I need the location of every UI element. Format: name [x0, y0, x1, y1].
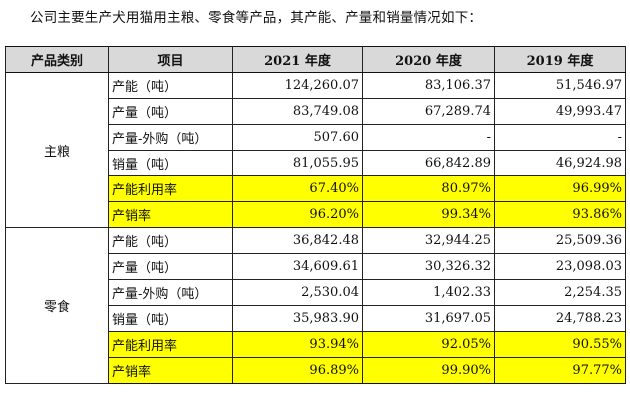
item-cell: 产销率: [108, 201, 233, 229]
header-2019: 2019 年度: [494, 46, 626, 73]
value-2019: 93.86%: [494, 201, 626, 229]
value-2021: 35,983.90: [232, 304, 363, 332]
table-row-highlighted: 产能利用率 93.94% 92.05% 90.55%: [6, 330, 626, 358]
value-2021: 2,530.04: [232, 279, 363, 306]
table-row: 主粮 产能（吨） 124,260.07 83,106.37 51,546.97: [5, 71, 626, 229]
value-2020: 1,402.33: [362, 279, 495, 306]
value-2019: 24,788.23: [494, 304, 626, 332]
table-row-highlighted: 产能利用率 67.40% 80.97% 96.99%: [6, 175, 626, 203]
value-2021: 124,260.07: [232, 71, 363, 99]
item-cell: 产能利用率: [108, 175, 233, 203]
table-row: 产量-外购（吨） 507.60 - -: [6, 123, 626, 151]
value-2019: 2,254.35: [494, 279, 626, 306]
table-body: 主粮 产能（吨） 124,260.07 83,106.37 51,546.97 …: [5, 71, 626, 384]
value-2021: 83,749.08: [232, 97, 363, 125]
value-2021: 67.40%: [232, 175, 363, 203]
value-2021: 96.89%: [232, 356, 363, 384]
value-2020: -: [362, 123, 495, 151]
table-row: 产量（吨） 83,749.08 67,289.74 49,993.47: [6, 97, 626, 125]
table-row: 销量（吨） 81,055.95 66,842.89 46,924.98: [6, 149, 626, 177]
value-2020: 32,944.25: [362, 227, 495, 255]
item-cell: 产量（吨）: [108, 97, 233, 125]
item-cell: 产量-外购（吨）: [108, 279, 233, 306]
value-2019: -: [494, 123, 626, 151]
value-2019: 25,509.36: [494, 227, 626, 255]
value-2020: 66,842.89: [362, 149, 495, 177]
value-2019: 49,993.47: [494, 97, 626, 125]
item-cell: 销量（吨）: [108, 304, 233, 332]
item-cell: 产销率: [108, 356, 233, 384]
value-2020: 99.90%: [362, 356, 495, 384]
value-2020: 30,326.32: [362, 253, 495, 281]
value-2020: 83,106.37: [362, 71, 495, 99]
item-cell: 产量（吨）: [108, 253, 233, 281]
value-2020: 67,289.74: [362, 97, 495, 125]
item-cell: 销量（吨）: [108, 149, 233, 177]
item-cell: 产能（吨）: [108, 227, 233, 255]
item-cell: 产能利用率: [108, 330, 233, 358]
value-2019: 23,098.03: [494, 253, 626, 281]
category-cell: 主粮: [5, 71, 109, 229]
value-2021: 81,055.95: [232, 149, 363, 177]
value-2021: 507.60: [232, 123, 363, 151]
capacity-output-sales-table: 产品类别 项目 2021 年度 2020 年度 2019 年度 主粮 产能（吨）…: [5, 46, 626, 384]
value-2020: 31,697.05: [362, 304, 495, 332]
table-row: 零食 产能（吨） 36,842.48 32,944.25 25,509.36: [5, 227, 626, 384]
table-row: 销量（吨） 35,983.90 31,697.05 24,788.23: [6, 304, 626, 332]
value-2020: 99.34%: [362, 201, 495, 229]
header-2020: 2020 年度: [362, 46, 495, 73]
value-2021: 34,609.61: [232, 253, 363, 281]
table-row: 产量-外购（吨） 2,530.04 1,402.33 2,254.35: [6, 279, 626, 306]
value-2020: 92.05%: [362, 330, 495, 358]
value-2021: 36,842.48: [232, 227, 363, 255]
value-2021: 93.94%: [232, 330, 363, 358]
value-2020: 80.97%: [362, 175, 495, 203]
item-cell: 产能（吨）: [108, 71, 233, 99]
value-2019: 46,924.98: [494, 149, 626, 177]
header-row: 产品类别 项目 2021 年度 2020 年度 2019 年度: [5, 46, 626, 73]
value-2019: 97.77%: [494, 356, 626, 384]
value-2019: 51,546.97: [494, 71, 626, 99]
intro-text: 公司主要生产犬用猫用主粮、零食等产品，其产能、产量和销量情况如下：: [30, 10, 483, 26]
value-2019: 96.99%: [494, 175, 626, 203]
table-row-highlighted: 产销率 96.20% 99.34% 93.86%: [6, 201, 626, 229]
value-2021: 96.20%: [232, 201, 363, 229]
header-item: 项目: [108, 46, 233, 73]
header-2021: 2021 年度: [232, 46, 363, 73]
item-cell: 产量-外购（吨）: [108, 123, 233, 151]
header-category: 产品类别: [5, 46, 109, 73]
table-row-highlighted: 产销率 96.89% 99.90% 97.77%: [6, 356, 626, 384]
value-2019: 90.55%: [494, 330, 626, 358]
category-cell: 零食: [5, 227, 109, 384]
